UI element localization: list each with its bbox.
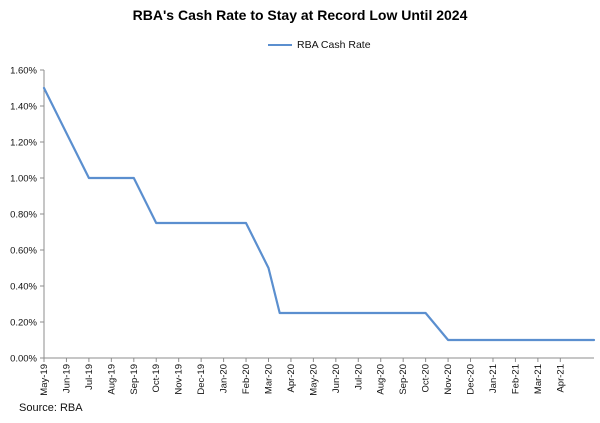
x-tick-label: Mar-21 [533,364,544,394]
x-tick-label: Nov-20 [443,364,454,395]
x-tick-label: Feb-20 [241,364,252,394]
x-tick-label: May-19 [39,364,50,396]
x-tick-label: Nov-19 [174,364,185,395]
y-tick-label: 1.00% [10,174,37,185]
x-tick-label: Sep-19 [129,364,140,395]
y-tick-label: 1.60% [10,66,37,77]
x-tick-label: Aug-19 [106,364,117,395]
legend-swatch [268,44,292,46]
x-tick-label: Apr-21 [555,364,566,393]
series-line [42,86,596,342]
y-tick-label: 0.80% [10,210,37,221]
x-tick-label: Sep-20 [398,364,409,395]
y-tick-label: 0.00% [10,354,37,365]
x-tick-label: Jul-19 [84,364,95,390]
x-tick-label: Mar-20 [263,364,274,394]
x-tick-label: Jun-19 [61,364,72,393]
y-tick-label: 1.40% [10,102,37,113]
legend-label: RBA Cash Rate [297,39,371,51]
x-tick-label: May-20 [308,364,319,396]
x-tick-label: Oct-19 [151,364,162,393]
x-tick-label: Apr-20 [286,364,297,393]
y-tick-label: 0.20% [10,318,37,329]
x-tick-label: Jan-21 [488,364,499,393]
x-tick-label: Jun-20 [331,364,342,393]
x-tick-label: Dec-19 [196,364,207,395]
y-tick-label: 0.40% [10,282,37,293]
x-tick-label: Oct-20 [421,364,432,393]
y-tick-label: 1.20% [10,138,37,149]
x-tick-label: Feb-21 [510,364,521,394]
x-tick-label: Jan-20 [219,364,230,393]
legend: RBA Cash Rate [268,38,371,52]
chart-title: RBA's Cash Rate to Stay at Record Low Un… [132,7,468,23]
x-tick-label: Aug-20 [376,364,387,395]
source-note: Source: RBA [19,402,83,414]
x-tick-label: Jul-20 [353,364,364,390]
x-tick-label: Dec-20 [466,364,477,395]
y-tick-label: 0.60% [10,246,37,257]
